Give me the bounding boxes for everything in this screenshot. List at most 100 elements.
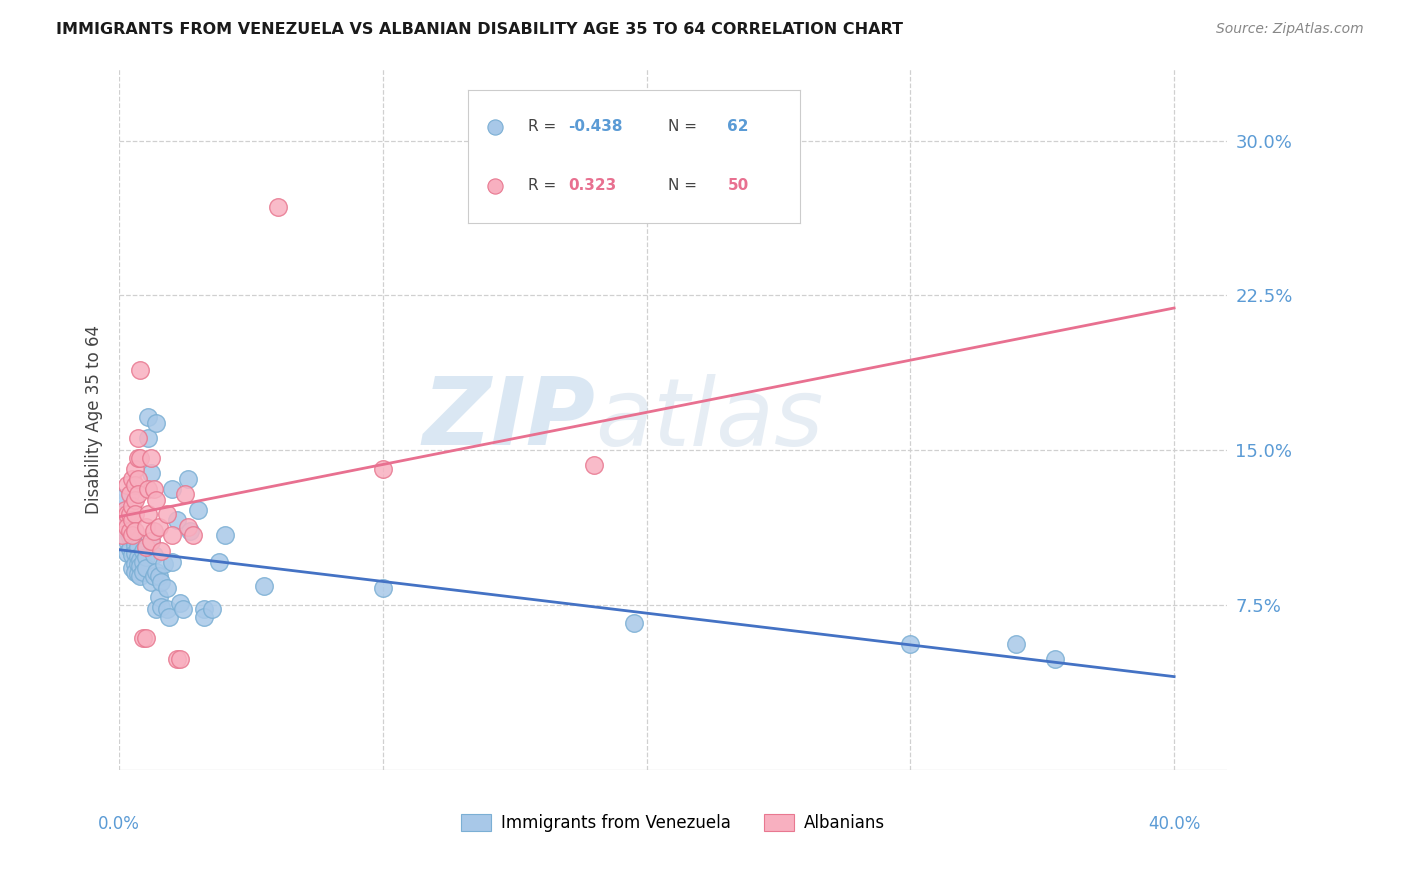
Point [253, 579, 276, 593]
Point [145, 602, 167, 616]
Point [371, 462, 394, 476]
Point [177, 472, 200, 486]
Point [1005, 637, 1028, 651]
Point [124, 546, 146, 560]
Point [135, 550, 157, 565]
Point [153, 557, 176, 571]
Point [136, 431, 159, 445]
Point [135, 561, 157, 575]
Point [127, 557, 149, 571]
Point [114, 503, 136, 517]
Point [156, 582, 179, 596]
Point [166, 513, 188, 527]
Point [127, 451, 149, 466]
Point [193, 610, 215, 624]
Point [111, 519, 134, 533]
Point [118, 524, 141, 538]
Point [157, 610, 180, 624]
Point [371, 582, 394, 596]
Point [135, 519, 157, 533]
Point [132, 565, 155, 579]
Point [127, 472, 149, 486]
Legend: Immigrants from Venezuela, Albanians: Immigrants from Venezuela, Albanians [461, 814, 886, 831]
Point [124, 478, 146, 492]
Point [111, 491, 134, 505]
Point [160, 528, 183, 542]
Point [115, 478, 138, 492]
Point [124, 462, 146, 476]
Point [121, 472, 143, 486]
Point [121, 513, 143, 527]
Point [121, 499, 143, 513]
Point [900, 637, 922, 651]
Point [111, 513, 134, 527]
Point [129, 362, 152, 376]
Text: atlas: atlas [596, 374, 824, 465]
Point [150, 544, 173, 558]
Point [1045, 651, 1067, 665]
Point [208, 555, 231, 569]
Point [139, 533, 162, 548]
Point [121, 561, 143, 575]
Point [132, 631, 155, 645]
Point [115, 519, 138, 533]
Point [142, 549, 165, 563]
Point [127, 486, 149, 500]
Point [142, 524, 165, 538]
Point [181, 528, 204, 542]
Point [132, 544, 155, 558]
Point [214, 528, 236, 542]
Point [124, 538, 146, 552]
Point [193, 602, 215, 616]
Text: Source: ZipAtlas.com: Source: ZipAtlas.com [1216, 22, 1364, 37]
Point [156, 602, 179, 616]
Y-axis label: Disability Age 35 to 64: Disability Age 35 to 64 [86, 325, 103, 514]
Point [148, 569, 170, 583]
Point [111, 528, 134, 542]
Point [124, 507, 146, 521]
Point [129, 451, 152, 466]
Point [139, 466, 162, 480]
Point [166, 651, 188, 665]
Point [623, 616, 645, 631]
Point [132, 555, 155, 569]
Point [160, 483, 183, 497]
Point [127, 431, 149, 445]
Point [127, 540, 149, 554]
Point [142, 569, 165, 583]
Point [145, 417, 167, 431]
Point [139, 451, 162, 466]
Point [582, 458, 605, 472]
Point [179, 524, 201, 538]
Point [118, 530, 141, 544]
Point [115, 546, 138, 560]
Point [124, 492, 146, 507]
Point [135, 540, 157, 554]
Point [115, 507, 138, 521]
Point [169, 596, 191, 610]
Text: IMMIGRANTS FROM VENEZUELA VS ALBANIAN DISABILITY AGE 35 TO 64 CORRELATION CHART: IMMIGRANTS FROM VENEZUELA VS ALBANIAN DI… [56, 22, 903, 37]
Text: 40.0%: 40.0% [1147, 815, 1201, 833]
Point [118, 542, 141, 557]
Point [145, 565, 167, 579]
Point [129, 569, 152, 583]
Point [187, 503, 209, 517]
Point [121, 530, 143, 544]
Point [129, 552, 152, 566]
Point [174, 486, 197, 500]
Point [124, 557, 146, 571]
Point [118, 507, 141, 521]
Point [121, 528, 143, 542]
Point [148, 519, 170, 533]
Point [139, 533, 162, 548]
Point [150, 599, 173, 614]
Point [127, 566, 149, 581]
Point [156, 507, 179, 521]
Text: ZIP: ZIP [423, 373, 596, 466]
Point [148, 590, 170, 604]
Point [118, 486, 141, 500]
Point [136, 483, 159, 497]
Point [150, 575, 173, 590]
Point [266, 200, 288, 214]
Point [115, 533, 138, 548]
